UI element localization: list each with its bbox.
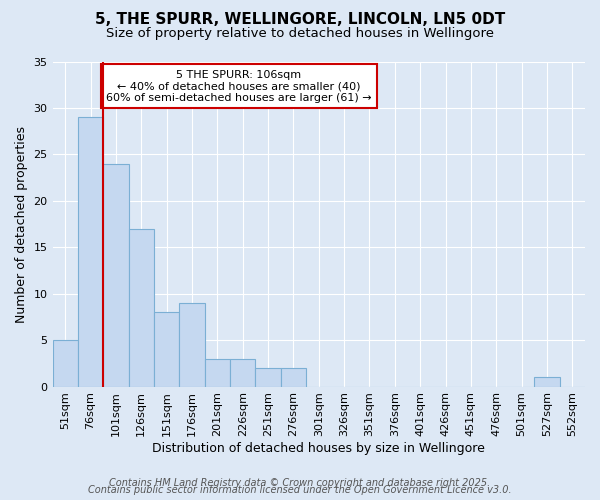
Bar bbox=[281, 368, 306, 386]
Text: Contains public sector information licensed under the Open Government Licence v3: Contains public sector information licen… bbox=[88, 485, 512, 495]
Bar bbox=[128, 228, 154, 386]
X-axis label: Distribution of detached houses by size in Wellingore: Distribution of detached houses by size … bbox=[152, 442, 485, 455]
Text: 5, THE SPURR, WELLINGORE, LINCOLN, LN5 0DT: 5, THE SPURR, WELLINGORE, LINCOLN, LN5 0… bbox=[95, 12, 505, 28]
Bar bbox=[179, 303, 205, 386]
Bar bbox=[53, 340, 78, 386]
Bar bbox=[154, 312, 179, 386]
Bar bbox=[103, 164, 128, 386]
Bar bbox=[205, 358, 230, 386]
Text: 5 THE SPURR: 106sqm
← 40% of detached houses are smaller (40)
60% of semi-detach: 5 THE SPURR: 106sqm ← 40% of detached ho… bbox=[106, 70, 372, 103]
Bar bbox=[230, 358, 256, 386]
Y-axis label: Number of detached properties: Number of detached properties bbox=[15, 126, 28, 322]
Bar bbox=[534, 378, 560, 386]
Text: Contains HM Land Registry data © Crown copyright and database right 2025.: Contains HM Land Registry data © Crown c… bbox=[109, 478, 491, 488]
Bar bbox=[256, 368, 281, 386]
Bar bbox=[78, 117, 103, 386]
Text: Size of property relative to detached houses in Wellingore: Size of property relative to detached ho… bbox=[106, 28, 494, 40]
